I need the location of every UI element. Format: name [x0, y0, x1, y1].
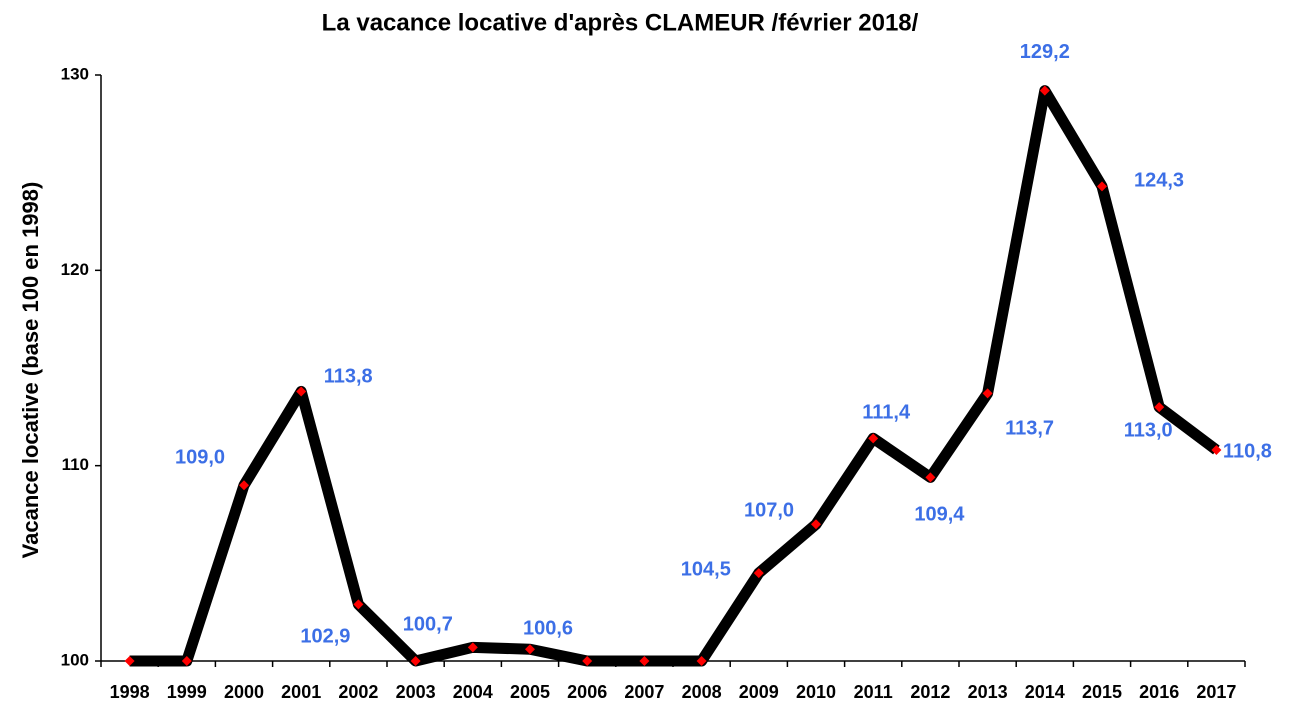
data-label: 104,5 — [681, 558, 731, 580]
y-tick-label: 110 — [62, 455, 89, 474]
x-tick-label: 2003 — [396, 682, 436, 702]
x-tick-label: 2000 — [224, 682, 264, 702]
marker — [1097, 181, 1107, 192]
data-label: 129,2 — [1020, 41, 1070, 63]
x-tick-label: 2016 — [1139, 682, 1179, 702]
x-tick-label: 2012 — [910, 682, 950, 702]
marker — [296, 386, 307, 397]
marker — [467, 642, 478, 653]
x-tick-label: 2004 — [453, 682, 493, 702]
data-label: 100,6 — [523, 618, 573, 640]
x-tick-label: 2006 — [567, 682, 607, 702]
data-label: 113,7 — [1005, 418, 1054, 440]
data-label: 124,3 — [1134, 170, 1184, 192]
marker — [582, 656, 593, 666]
x-tick-label: 2010 — [796, 682, 836, 702]
marker — [239, 480, 249, 491]
y-axis-label: Vacance locative (base 100 en 1998) — [18, 182, 43, 559]
x-tick-label: 2002 — [338, 682, 378, 702]
data-label: 109,4 — [914, 504, 965, 526]
y-tick-label: 120 — [61, 260, 89, 279]
x-tick-label: 2014 — [1025, 682, 1065, 702]
x-tick-label: 2015 — [1082, 682, 1122, 702]
data-label: 109,0 — [175, 446, 225, 468]
marker — [353, 599, 364, 610]
x-tick-label: 2011 — [854, 682, 893, 702]
line — [129, 85, 1220, 667]
chart-title: La vacance locative d'après CLAMEUR /fév… — [322, 9, 919, 36]
data-label: 107,0 — [744, 500, 794, 522]
data-label: 113,8 — [324, 366, 373, 388]
x-tick-label: 2005 — [510, 682, 550, 702]
marker — [639, 656, 650, 666]
marker — [696, 656, 707, 666]
marker — [1154, 402, 1165, 413]
data-label: 102,9 — [300, 626, 350, 648]
marker — [868, 433, 879, 444]
marker — [753, 568, 764, 579]
y-tick-label: 100 — [61, 650, 89, 669]
x-tick-label: 2008 — [682, 682, 722, 702]
x-tick-label: 1998 — [110, 682, 150, 702]
data-label: 113,0 — [1124, 419, 1173, 441]
data-label: 111,4 — [862, 402, 911, 424]
data-label: 110,8 — [1223, 440, 1272, 462]
x-tick-label: 2013 — [968, 682, 1008, 702]
x-tick-label: 2001 — [281, 682, 321, 702]
marker — [181, 656, 192, 666]
marker — [1211, 445, 1222, 456]
marker — [1039, 85, 1050, 96]
marker — [811, 519, 821, 530]
marker — [525, 644, 535, 655]
marker — [124, 656, 135, 666]
data-label: 100,7 — [403, 614, 453, 636]
marker — [410, 656, 421, 666]
x-tick-label: 2017 — [1196, 682, 1236, 702]
x-tick-label: 2007 — [624, 682, 664, 702]
marker — [982, 388, 993, 399]
y-tick-label: 130 — [61, 64, 89, 83]
marker — [925, 472, 936, 483]
x-tick-label: 1999 — [167, 682, 207, 702]
x-tick-label: 2009 — [739, 682, 779, 702]
